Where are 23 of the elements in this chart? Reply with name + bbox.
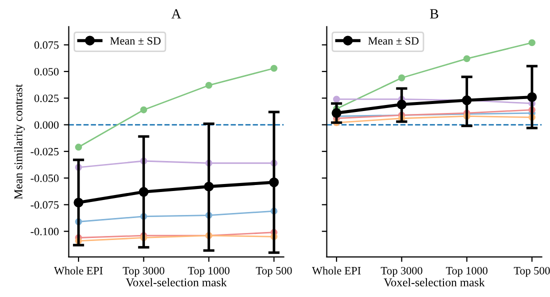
y-tick-label: -0.050	[30, 174, 59, 182]
y-tick-label: -0.025	[30, 148, 59, 156]
x-tick-label: Top 1000	[188, 266, 230, 277]
y-tick-label: 0.050	[34, 68, 59, 76]
x-tick-label: Top 3000	[380, 266, 422, 277]
x-axis-title: Voxel-selection mask	[384, 278, 485, 286]
x-axis-title: Voxel-selection mask	[126, 278, 227, 286]
legend-label: Mean ± SD	[110, 37, 161, 45]
y-tick-label: 0.000	[34, 121, 59, 129]
x-tick-label: Top 500	[256, 266, 292, 277]
x-tick-label: Top 1000	[446, 266, 488, 277]
chart-title: B	[430, 9, 438, 18]
y-tick-label: 0.025	[34, 94, 59, 102]
y-axis-title: Mean similarity contrast	[14, 84, 25, 200]
y-tick-label: 0.075	[34, 41, 59, 49]
chart-title: A	[171, 9, 182, 18]
x-tick-label: Whole EPI	[54, 266, 103, 275]
y-tick-label: -0.100	[30, 228, 59, 236]
x-tick-label: Whole EPI	[312, 266, 361, 275]
x-tick-label: Top 500	[514, 266, 550, 277]
y-tick-label: -0.075	[30, 201, 59, 209]
x-tick-label: Top 3000	[122, 266, 164, 277]
legend-label: Mean ± SD	[368, 37, 419, 45]
